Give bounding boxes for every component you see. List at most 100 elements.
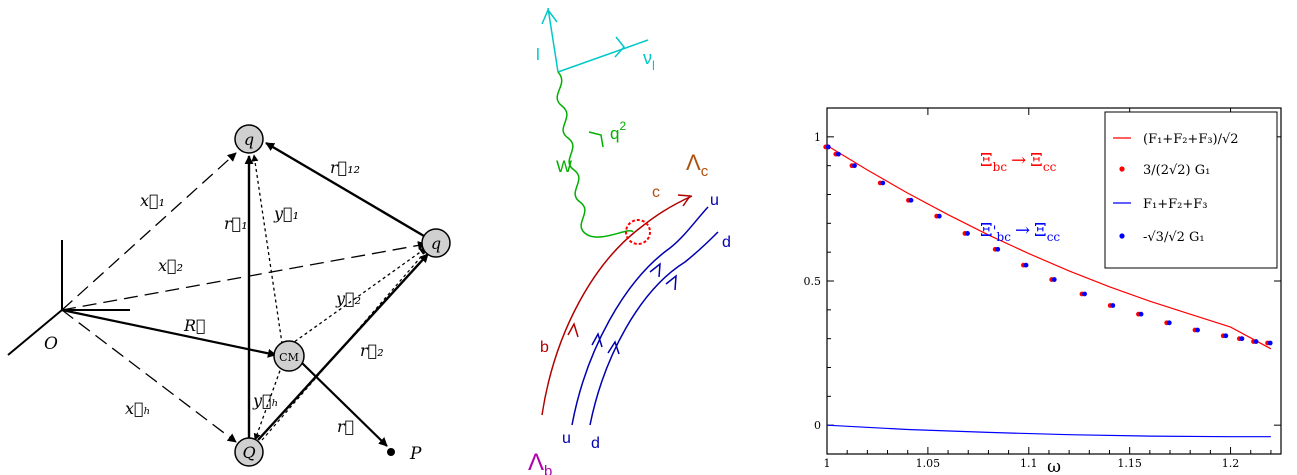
- u-arrow-2: [649, 262, 661, 278]
- u-arrow-1: [591, 332, 603, 348]
- vector-x1: [61, 152, 237, 311]
- legend-label-3: F₁+F₂+F₃: [1143, 197, 1207, 212]
- series-point-4: [1082, 291, 1087, 297]
- vector-r: [300, 361, 388, 447]
- lepton-arrow: [541, 8, 558, 25]
- label-Lambda-c: Λc: [686, 150, 709, 180]
- d-arrow-1: [607, 340, 620, 355]
- series-point-4: [1138, 311, 1144, 317]
- x-tick-label: 1.15: [1117, 457, 1142, 470]
- heavy-quark-line: [541, 195, 693, 416]
- node-q-right: q: [421, 228, 451, 258]
- spectator-d-line: [589, 231, 719, 426]
- series-point-4: [965, 231, 970, 236]
- y-tick-label: 1: [814, 131, 821, 144]
- vector-xh: [61, 309, 237, 443]
- form-factor-chart: 1 1.05 1.1 1.15 1.200.51 ω Ξbc → Ξcc Ξ'bc → Ξcc …: [804, 107, 1282, 475]
- series-point-4: [825, 144, 831, 150]
- label-b: b: [540, 339, 549, 356]
- node-Q: Q: [234, 437, 264, 467]
- series-point-4: [1223, 333, 1229, 339]
- label-d-top: d: [722, 234, 731, 251]
- series-point-4: [1166, 320, 1172, 326]
- annotation-xi-bc: Ξbc → Ξcc: [980, 150, 1057, 174]
- series-line-3: [826, 424, 1271, 438]
- label-x1: x⃗₁: [140, 191, 165, 210]
- lepton-line: [547, 7, 559, 73]
- vector-R: [61, 308, 277, 358]
- series-point-4: [835, 151, 841, 157]
- d-arrow-2: [665, 274, 677, 291]
- neutrino-line: [557, 39, 649, 73]
- point-P: [387, 448, 395, 456]
- x-axis-label: ω: [1047, 457, 1061, 475]
- label-P: P: [409, 444, 422, 464]
- legend-label-4: -√3/√2 G₁: [1143, 230, 1205, 245]
- x-tick-label: 1.05: [916, 457, 941, 470]
- label-x2: x⃗₂: [158, 256, 183, 275]
- w-arrow: [588, 131, 604, 148]
- label-CM: CM: [279, 351, 299, 364]
- label-u-bottom: u: [562, 430, 571, 447]
- series-point-4: [995, 246, 1001, 252]
- annotation-xi-prime-bc: Ξ'bc → Ξcc: [980, 220, 1060, 244]
- jacobi-diagram: q q CM Q O P x⃗₁ x⃗₂ x⃗ₕ R⃗ r⃗₁ r⃗₁₂ y⃗₁…: [7, 124, 451, 467]
- axis-ticks: 1 1.05 1.1 1.15 1.2 0 0.5 1: [804, 108, 1281, 470]
- label-xh: x⃗ₕ: [125, 399, 151, 418]
- c-arrow: [677, 194, 692, 207]
- label-yh: y⃗ₕ: [252, 391, 279, 410]
- vector-r12: [265, 141, 425, 238]
- legend: (F₁+F₂+F₃)/√2 3/(2√2) G₁ F₁+F₂+F₃ -√3/√2…: [1104, 111, 1278, 269]
- label-y2: y⃗₂: [335, 289, 361, 308]
- series-point-4: [936, 213, 942, 219]
- x-tick-label: 1: [824, 457, 831, 470]
- vector-r2: [257, 253, 429, 441]
- label-O: O: [44, 334, 58, 354]
- series-point-4: [1253, 339, 1259, 344]
- series-point-4: [852, 163, 857, 169]
- label-q-right: q: [431, 234, 441, 253]
- vector-x2: [61, 241, 427, 311]
- label-R: R⃗: [183, 316, 206, 335]
- vector-y1: [251, 154, 284, 351]
- spectator-u-line: [571, 206, 709, 426]
- series-point-4: [1051, 277, 1057, 282]
- feynman-diagram: l νl W q2 b c Λc Λb u d u d: [528, 7, 731, 475]
- label-r1: r⃗₁: [224, 214, 248, 233]
- label-Lambda-b: Λb: [528, 449, 552, 475]
- legend-swatch-2: [1119, 166, 1125, 172]
- series-point-4: [908, 197, 914, 203]
- series-point-4: [1110, 303, 1116, 308]
- legend-label-1: (F₁+F₂+F₃)/√2: [1143, 132, 1239, 147]
- label-q-top: q: [244, 130, 254, 149]
- label-d-bottom: d: [591, 435, 600, 452]
- label-W: W: [556, 157, 572, 176]
- series-point-4: [1239, 336, 1245, 342]
- plot-series: [823, 144, 1273, 438]
- label-u-top: u: [710, 192, 719, 209]
- b-arrow: [567, 322, 579, 338]
- series-line-1: [826, 144, 1272, 350]
- series-point-4: [1195, 327, 1200, 333]
- vector-yh: [253, 364, 283, 441]
- node-q-top: q: [234, 124, 264, 154]
- series-point-4: [1023, 262, 1029, 268]
- w-boson: [556, 71, 634, 238]
- vertex-circle: [625, 219, 651, 245]
- label-r2: r⃗₂: [360, 341, 384, 360]
- label-neutrino: νl: [643, 48, 655, 73]
- neutrino-arrow: [614, 36, 625, 58]
- legend-swatch-4: [1119, 233, 1125, 239]
- y-tick-label: 0: [814, 419, 821, 432]
- label-Q: Q: [242, 443, 255, 462]
- vector-y2: [289, 247, 427, 346]
- label-r12: r⃗₁₂: [330, 158, 360, 177]
- series-point-4: [880, 180, 886, 186]
- label-y1: y⃗₁: [273, 204, 299, 223]
- label-q2: q2: [610, 119, 626, 143]
- axis-diag: [7, 309, 63, 356]
- label-c: c: [652, 184, 660, 201]
- y-tick-label: 0.5: [804, 275, 822, 288]
- x-tick-label: 1.1: [1020, 457, 1038, 470]
- x-tick-label: 1.2: [1222, 457, 1240, 470]
